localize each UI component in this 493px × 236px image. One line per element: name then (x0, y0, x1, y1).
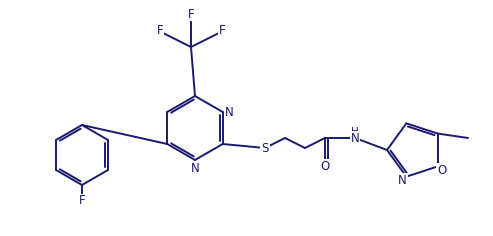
Text: O: O (320, 160, 330, 173)
Text: H: H (351, 127, 359, 137)
Text: S: S (261, 142, 269, 155)
Text: N: N (225, 105, 234, 118)
Text: F: F (79, 194, 85, 207)
Text: F: F (157, 25, 163, 38)
Text: F: F (188, 8, 194, 21)
Text: N: N (398, 174, 407, 187)
Text: N: N (351, 131, 359, 144)
Text: N: N (191, 161, 199, 174)
Text: F: F (219, 25, 225, 38)
Text: O: O (437, 164, 446, 177)
